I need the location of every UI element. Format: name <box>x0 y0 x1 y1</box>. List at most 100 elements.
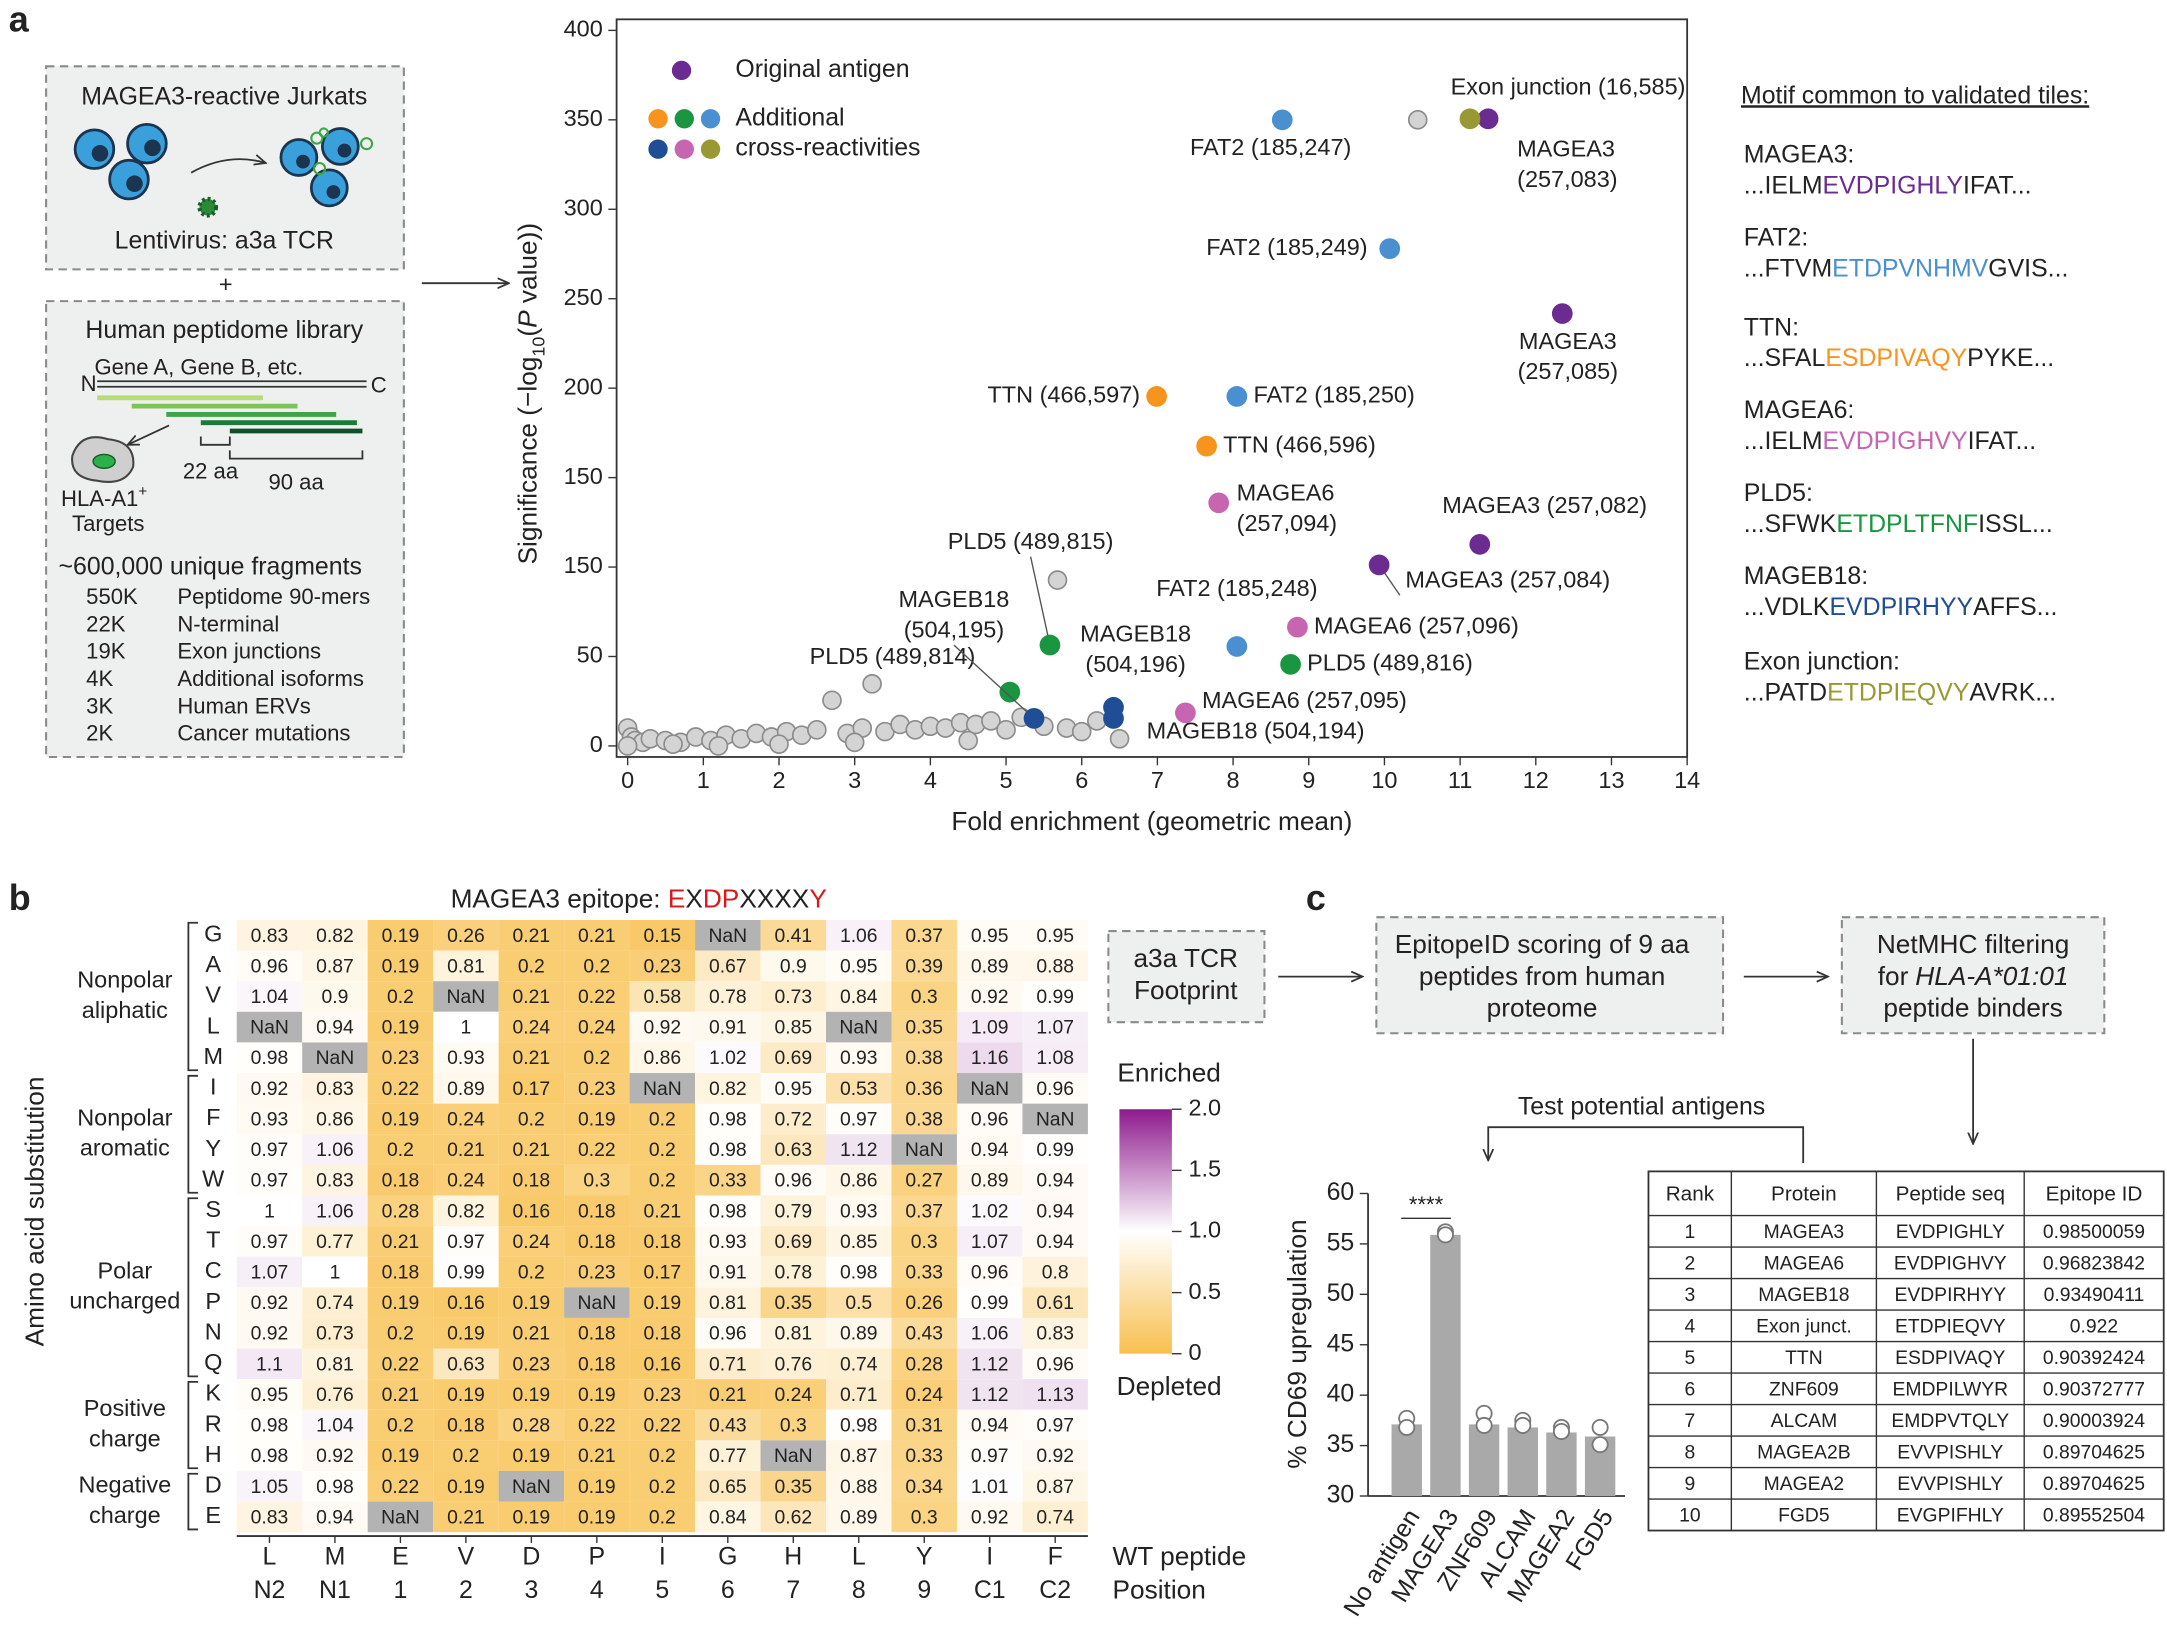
row-label: D <box>205 1471 222 1497</box>
replicate <box>1591 1418 1609 1436</box>
cell-label: 0.21 <box>447 1140 485 1161</box>
cell <box>1022 1195 1088 1227</box>
colorbar-label: Depleted <box>1117 1371 1222 1401</box>
row-label: P <box>205 1288 221 1314</box>
cell-label: 0.53 <box>840 1079 878 1100</box>
cell-label: 0.92 <box>971 987 1009 1008</box>
cell <box>367 1501 434 1533</box>
motif-flank: PYKE... <box>1967 344 2054 372</box>
position-label: C2 <box>1039 1576 1071 1604</box>
axis-label: Position <box>1113 1574 1206 1604</box>
panel-label: b <box>9 877 31 918</box>
n-term: N <box>81 371 97 396</box>
cell-label: 0.98 <box>709 1140 747 1161</box>
cell <box>433 919 499 951</box>
cell-label: 0.94 <box>1036 1232 1074 1253</box>
motif-flank: ...IELM <box>1744 171 1823 199</box>
cell <box>695 1440 761 1471</box>
cell <box>760 1134 827 1165</box>
cell <box>826 1103 892 1135</box>
cell-label: 0.85 <box>840 1232 878 1253</box>
cell <box>498 1011 565 1043</box>
point <box>1469 533 1491 555</box>
library-type: Cancer mutations <box>177 721 350 746</box>
cell <box>564 950 630 982</box>
cell-label: 0.18 <box>644 1324 682 1345</box>
cell-label: 0.98 <box>251 1048 289 1069</box>
cell <box>629 1134 696 1165</box>
point-label: PLD5 (489,816) <box>1307 650 1473 676</box>
cell-label: 0.18 <box>513 1171 551 1192</box>
cell-label: 0.26 <box>447 926 485 947</box>
cell-label: 0.33 <box>709 1171 747 1192</box>
cell <box>629 950 696 982</box>
cell <box>956 1042 1023 1074</box>
flow-text: peptide binders <box>1883 993 2062 1023</box>
row-label: H <box>205 1441 222 1467</box>
bar <box>1430 1234 1461 1497</box>
cell <box>695 1164 761 1196</box>
cell-label: 0.24 <box>447 1109 485 1130</box>
wt-residue: G <box>718 1543 737 1571</box>
table-cell: MAGEA2B <box>1757 1442 1850 1463</box>
bar <box>1391 1424 1422 1497</box>
cell-label: NaN <box>578 1293 617 1314</box>
cell-label: 0.3 <box>911 987 938 1008</box>
cell-label: 0.96 <box>251 956 289 977</box>
cell-label: 0.98 <box>251 1416 289 1437</box>
cell <box>760 1226 827 1257</box>
cell <box>367 1103 434 1135</box>
cell-label: 1.01 <box>971 1477 1009 1498</box>
cell-label: 0.19 <box>513 1507 551 1528</box>
cell-label: 0.87 <box>1036 1477 1074 1498</box>
library-count: 3K <box>86 693 113 718</box>
cell <box>1022 1103 1088 1135</box>
cell <box>760 1409 827 1441</box>
cell <box>564 1470 630 1502</box>
cell-label: 0.95 <box>251 1385 289 1406</box>
cell-label: 0.2 <box>649 1140 676 1161</box>
wt-residue: L <box>852 1543 866 1571</box>
cell <box>302 981 368 1012</box>
flow-text: proteome <box>1487 993 1598 1023</box>
cell-label: 0.2 <box>649 1446 676 1467</box>
cell-label: 0.93 <box>251 1109 289 1130</box>
cell <box>1022 1348 1088 1380</box>
cell-label: 0.18 <box>447 1416 485 1437</box>
cell-label: 0.33 <box>905 1262 943 1283</box>
cell-label: 1.12 <box>840 1140 878 1161</box>
colorbar-tick-label: 1.5 <box>1188 1156 1221 1182</box>
cell-label: 1.13 <box>1036 1385 1074 1406</box>
position-label: N2 <box>254 1576 286 1604</box>
cell <box>564 1379 630 1410</box>
background-point <box>1109 728 1130 749</box>
background-point <box>769 734 789 754</box>
cell <box>826 1348 892 1380</box>
cell <box>564 1348 630 1380</box>
cell <box>956 1379 1023 1410</box>
cell-label: 0.24 <box>774 1385 812 1406</box>
row-label: S <box>205 1196 221 1222</box>
cell <box>302 1011 368 1043</box>
panel-label: c <box>1306 877 1326 918</box>
cell-label: 0.77 <box>316 1232 354 1253</box>
cell-label: 0.43 <box>905 1324 943 1345</box>
cell-label: 0.24 <box>905 1385 943 1406</box>
table-cell: 3 <box>1685 1285 1696 1306</box>
point-label: PLD5 (489,814) <box>810 643 976 669</box>
cell <box>629 1440 696 1471</box>
cell <box>760 919 827 951</box>
cell-label: 0.96 <box>709 1324 747 1345</box>
background-point <box>981 711 1001 731</box>
cell <box>826 919 892 951</box>
cell-label: 1.06 <box>971 1324 1009 1345</box>
cell <box>564 1042 630 1074</box>
cell-label: 0.92 <box>644 1018 682 1039</box>
cell <box>1022 1042 1088 1074</box>
cell-label: 1.04 <box>251 987 289 1008</box>
cell-label: 0.21 <box>382 1385 420 1406</box>
cell-label: 0.19 <box>382 1018 420 1039</box>
point-label: TTN (466,597) <box>987 382 1140 408</box>
cell <box>498 1073 565 1104</box>
point-label: MAGEB18 (504,194) <box>1147 717 1365 743</box>
